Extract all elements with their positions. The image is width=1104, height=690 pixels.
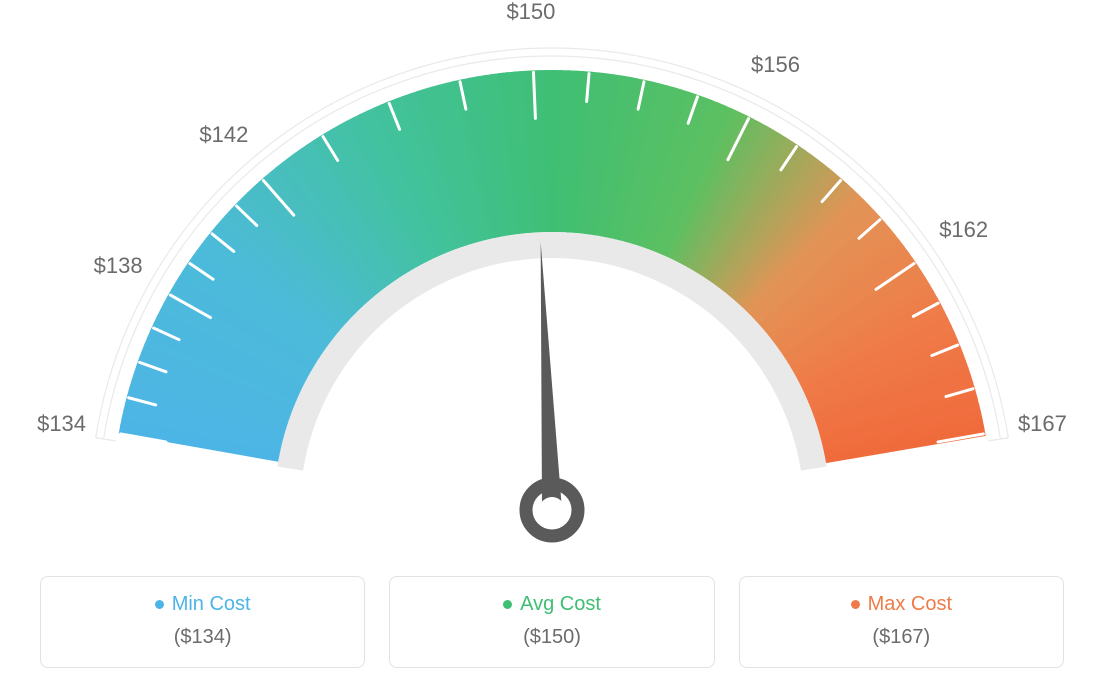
legend-box-max: Max Cost ($167): [739, 576, 1064, 668]
legend-value: ($167): [750, 626, 1053, 649]
dot-icon: [155, 600, 164, 609]
gauge-tick-label: $162: [939, 217, 988, 243]
legend-value: ($134): [51, 626, 354, 649]
legend-title-max: Max Cost: [851, 593, 952, 616]
dot-icon: [503, 600, 512, 609]
legend-box-min: Min Cost ($134): [40, 576, 365, 668]
legend-label: Min Cost: [172, 593, 251, 616]
gauge-tick-label: $138: [94, 253, 143, 279]
legend: Min Cost ($134) Avg Cost ($150) Max Cost…: [40, 576, 1064, 668]
legend-label: Max Cost: [868, 593, 952, 616]
gauge-chart: $134 $138 $142 $150 $156 $162 $167: [0, 0, 1104, 560]
legend-value: ($150): [400, 626, 703, 649]
legend-title-avg: Avg Cost: [503, 593, 601, 616]
gauge-tick-label: $134: [37, 411, 86, 437]
gauge-tick-label: $150: [506, 0, 555, 25]
legend-box-avg: Avg Cost ($150): [389, 576, 714, 668]
dot-icon: [851, 600, 860, 609]
gauge-tick-label: $142: [199, 122, 248, 148]
gauge-svg: [0, 0, 1104, 560]
gauge-tick-label: $156: [751, 52, 800, 78]
legend-title-min: Min Cost: [155, 593, 251, 616]
legend-label: Avg Cost: [520, 593, 601, 616]
gauge-tick-label: $167: [1018, 411, 1067, 437]
